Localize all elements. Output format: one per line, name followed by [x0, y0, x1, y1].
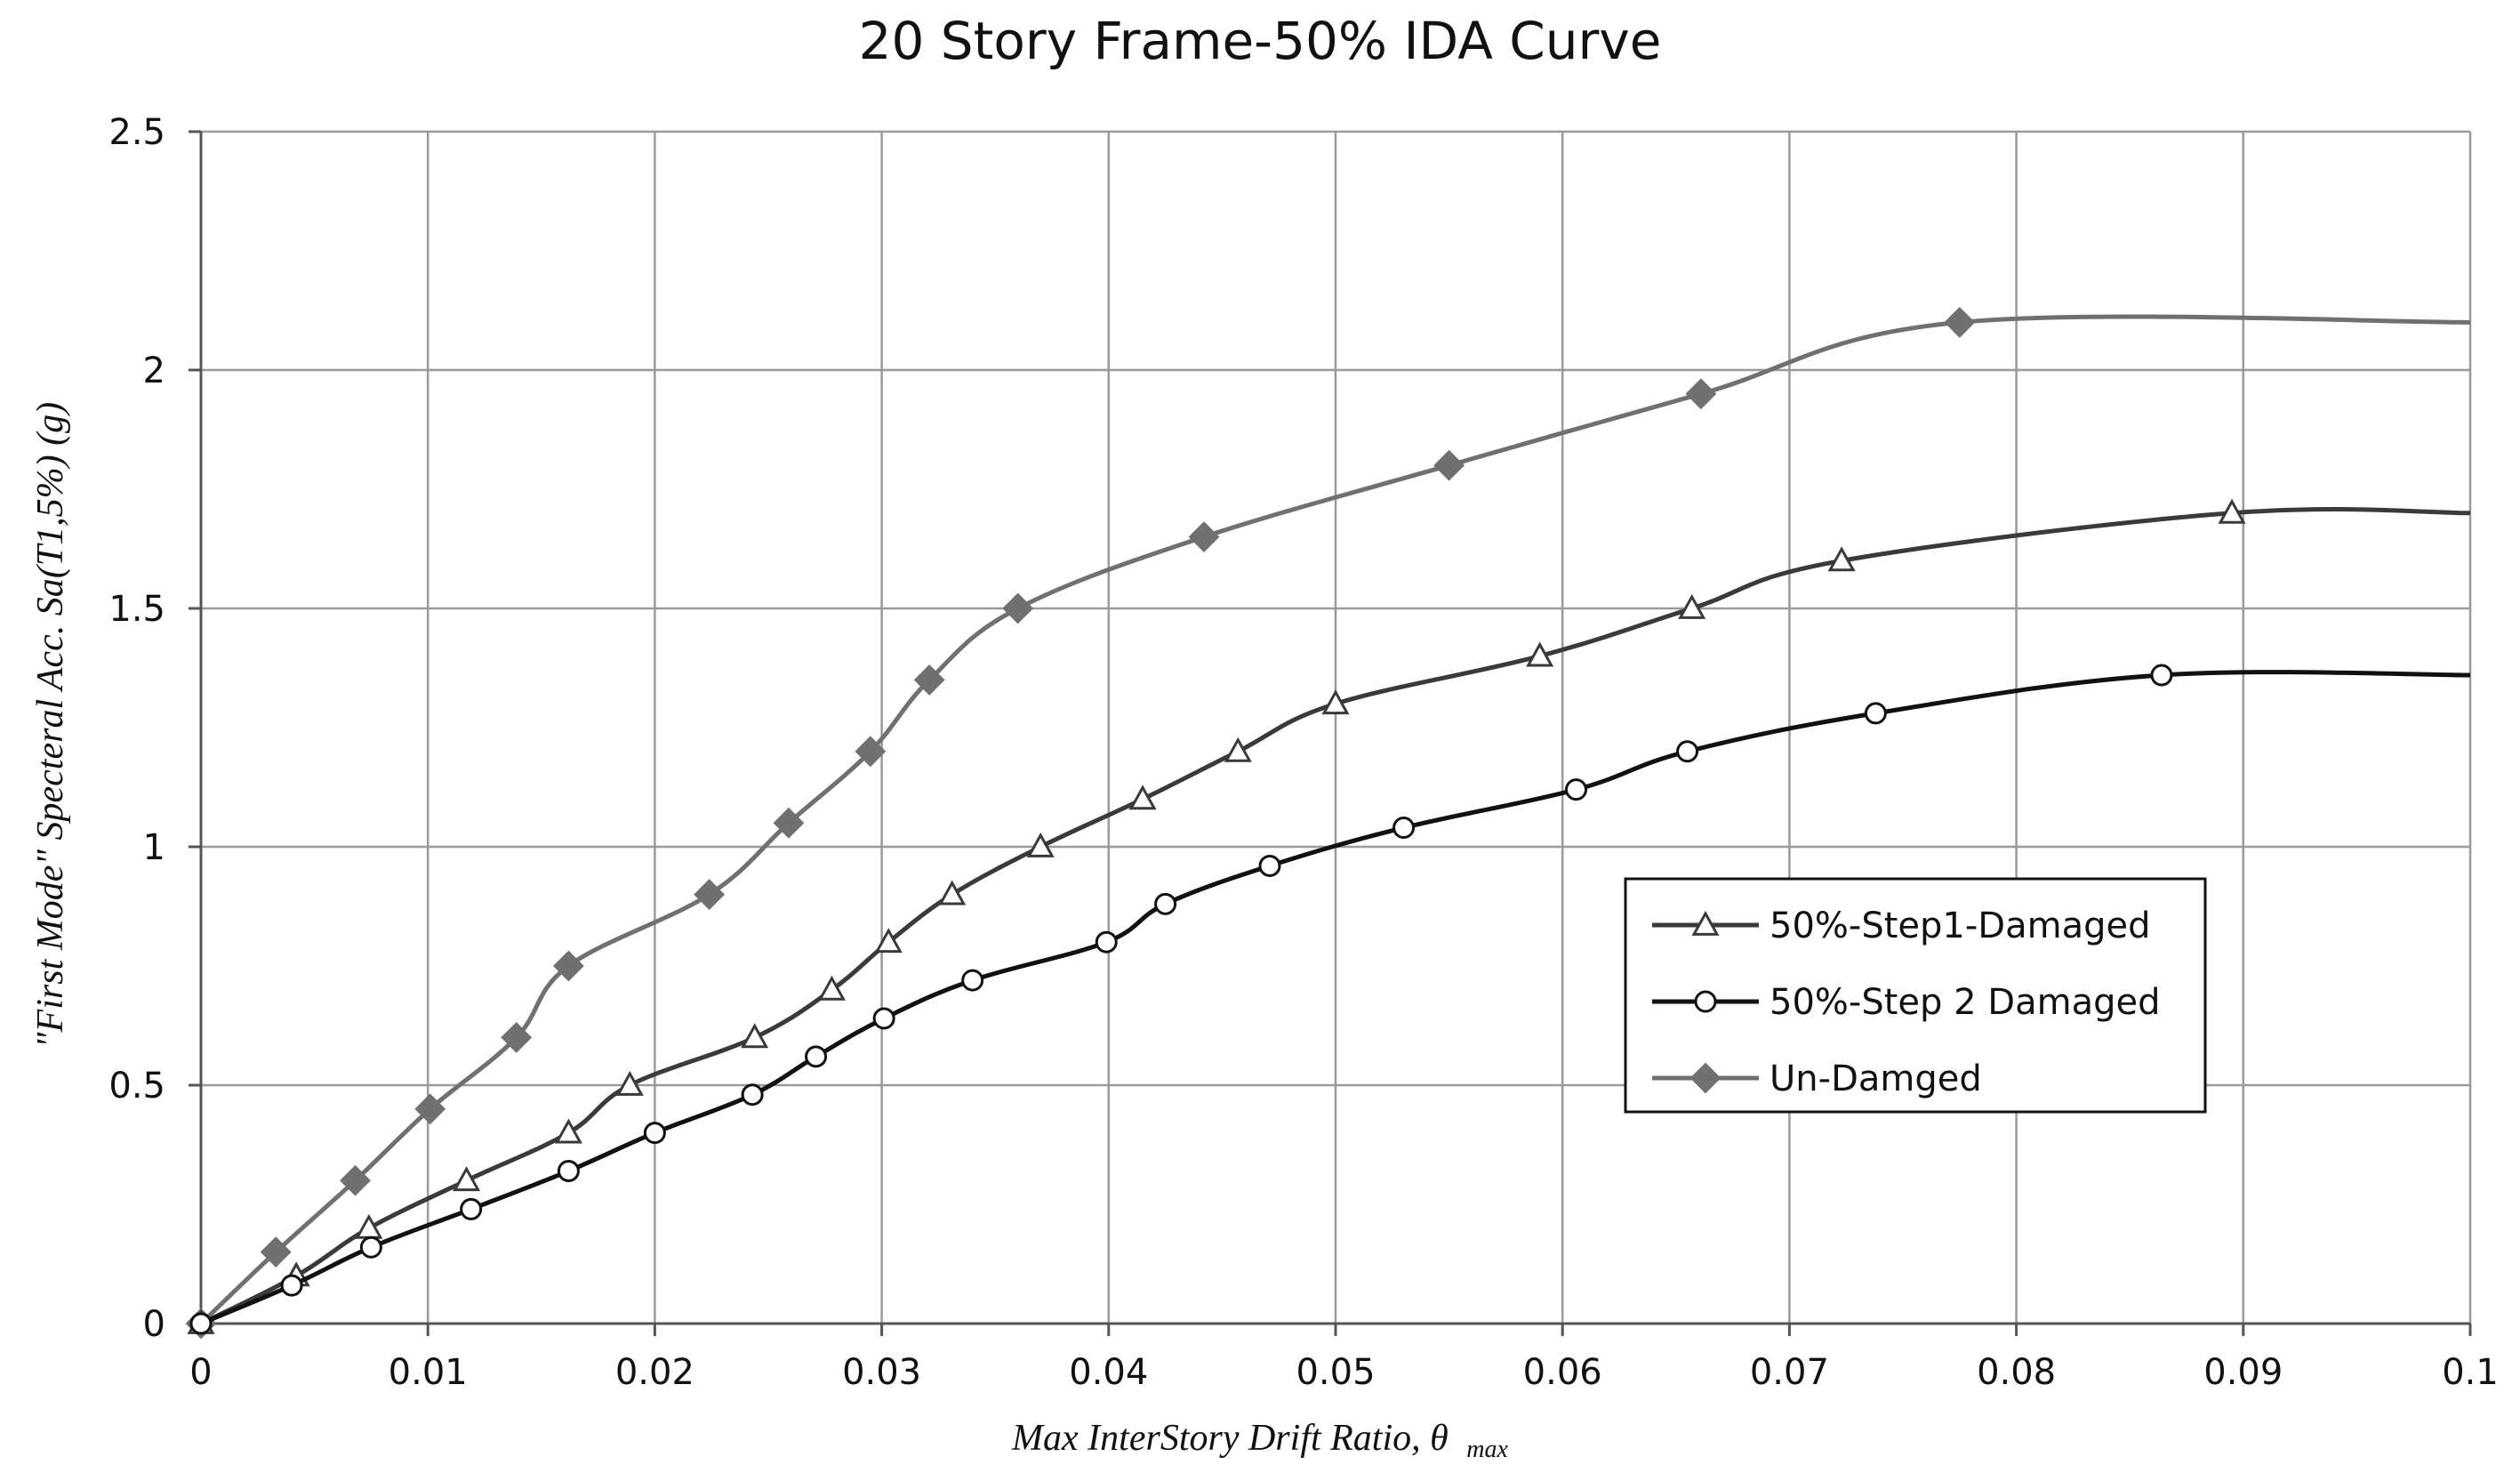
triangle-marker [1026, 832, 1055, 857]
diamond-marker [773, 807, 805, 839]
triangle-marker [2218, 498, 2246, 524]
circle-marker [280, 1274, 303, 1297]
diamond-marker [340, 1164, 371, 1196]
legend-items: 50%-Step1-Damaged 50%-Step 2 Damaged Un-Da… [1652, 906, 2160, 1099]
x-tick-label: 0.08 [1977, 1352, 2056, 1393]
triangle-marker [615, 1070, 644, 1096]
triangle-marker [938, 880, 967, 906]
diamond-marker [414, 1093, 446, 1125]
circle-marker [460, 1197, 483, 1220]
circle-marker [1676, 740, 1699, 763]
circle-marker [805, 1045, 828, 1068]
triangle-marker [554, 1118, 582, 1144]
y-axis-label: "First Mode" Specteral Acc. Sa(T1,5%) (g… [30, 402, 71, 1048]
legend: 50%-Step1-Damaged 50%-Step 2 Damaged Un-Da… [1624, 877, 2207, 1114]
triangle-marker [1827, 546, 1856, 572]
circle-marker [1258, 854, 1281, 877]
tick-layer: 0 0.01 0.02 0.03 0.04 0.05 0.06 0.07 0.08 0.09 0.1… [108, 112, 2498, 1393]
y-tick-label: 2 [143, 350, 165, 391]
x-tick-label: 0.01 [389, 1352, 468, 1393]
triangle-marker [1224, 736, 1252, 762]
diamond-marker [1944, 306, 1976, 338]
y-tick-label: 1.5 [108, 589, 165, 630]
legend-box [1624, 877, 2207, 1114]
x-tick-label: 0.07 [1750, 1352, 1829, 1393]
diamond-marker [1188, 521, 1220, 553]
circle-marker [872, 1007, 895, 1030]
x-tick-label: 0.03 [842, 1352, 921, 1393]
x-tick-label: 0.04 [1069, 1352, 1148, 1393]
legend-item: 50%-Step 2 Damaged [1652, 982, 2160, 1023]
legend-item: Un-Damged [1652, 1058, 1982, 1099]
triangle-marker [1321, 689, 1350, 715]
triangle-marker [453, 1166, 481, 1192]
triangle-marker [874, 928, 903, 954]
x-tick-label: 0 [189, 1352, 212, 1393]
legend-circle-marker [1694, 990, 1717, 1013]
triangle-marker [1678, 593, 1706, 619]
circle-marker [1154, 892, 1177, 915]
triangle-marker [1128, 785, 1157, 810]
circle-marker [1864, 702, 1887, 725]
triangle-marker [741, 1023, 769, 1049]
diamond-marker [694, 879, 726, 911]
legend-label: Un-Damged [1770, 1058, 1982, 1099]
x-axis-label: Max InterStory Drift Ratio, θ max [1011, 1418, 1508, 1463]
x-tick-label: 0.02 [615, 1352, 694, 1393]
diamond-marker [553, 950, 584, 982]
legend-diamond-marker [1689, 1062, 1721, 1094]
series-layer [185, 306, 2471, 1340]
x-axis-label-subscript: max [1466, 1436, 1508, 1463]
circle-marker [741, 1083, 764, 1107]
x-tick-label: 0.1 [2442, 1352, 2499, 1393]
axes-layer [189, 130, 2472, 1336]
diamond-marker [501, 1021, 533, 1053]
y-tick-label: 0.5 [108, 1066, 165, 1107]
x-axis-label-text: Max InterStory Drift Ratio, θ [1011, 1418, 1449, 1459]
y-tick-label: 2.5 [108, 112, 165, 153]
circle-marker [1565, 778, 1588, 801]
circle-marker [557, 1159, 580, 1182]
legend-item: 50%-Step1-Damaged [1652, 906, 2150, 946]
legend-label: 50%-Step 2 Damaged [1770, 982, 2160, 1023]
circle-marker [961, 969, 984, 992]
diamond-marker [1002, 592, 1034, 624]
circle-marker [2150, 664, 2173, 687]
diamond-marker [913, 664, 945, 696]
diamond-marker [1433, 449, 1465, 481]
series-group [187, 498, 2471, 1334]
legend-triangle-marker [1691, 910, 1720, 936]
diamond-marker [1685, 378, 1717, 410]
circle-marker [643, 1122, 666, 1145]
y-tick-label: 1 [143, 827, 165, 868]
circle-marker [359, 1236, 382, 1259]
triangle-marker [1526, 641, 1554, 667]
x-tick-label: 0.06 [1523, 1352, 1602, 1393]
y-axis-label-text: "First Mode" Specteral Acc. Sa(T1,5%) (g… [30, 402, 71, 1048]
y-tick-label: 0 [143, 1304, 165, 1345]
circle-marker [189, 1312, 213, 1335]
circle-marker [1392, 817, 1416, 840]
chart-title: 20 Story Frame-50% IDA Curve [859, 11, 1662, 71]
x-tick-label: 0.09 [2203, 1352, 2283, 1393]
diamond-marker [260, 1236, 292, 1268]
diamond-marker [855, 736, 887, 768]
legend-label: 50%-Step1-Damaged [1770, 906, 2150, 946]
circle-marker [1095, 930, 1118, 954]
x-tick-label: 0.05 [1296, 1352, 1375, 1393]
triangle-marker [817, 975, 847, 1001]
series-group [189, 664, 2471, 1335]
